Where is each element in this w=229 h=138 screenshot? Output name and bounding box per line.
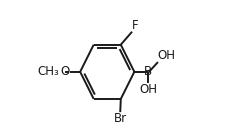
Text: Br: Br bbox=[113, 112, 126, 125]
Text: CH₃: CH₃ bbox=[37, 65, 59, 78]
Text: OH: OH bbox=[139, 83, 156, 96]
Text: B: B bbox=[143, 65, 151, 78]
Text: OH: OH bbox=[157, 49, 175, 62]
Text: F: F bbox=[131, 19, 138, 32]
Text: O: O bbox=[60, 65, 70, 78]
